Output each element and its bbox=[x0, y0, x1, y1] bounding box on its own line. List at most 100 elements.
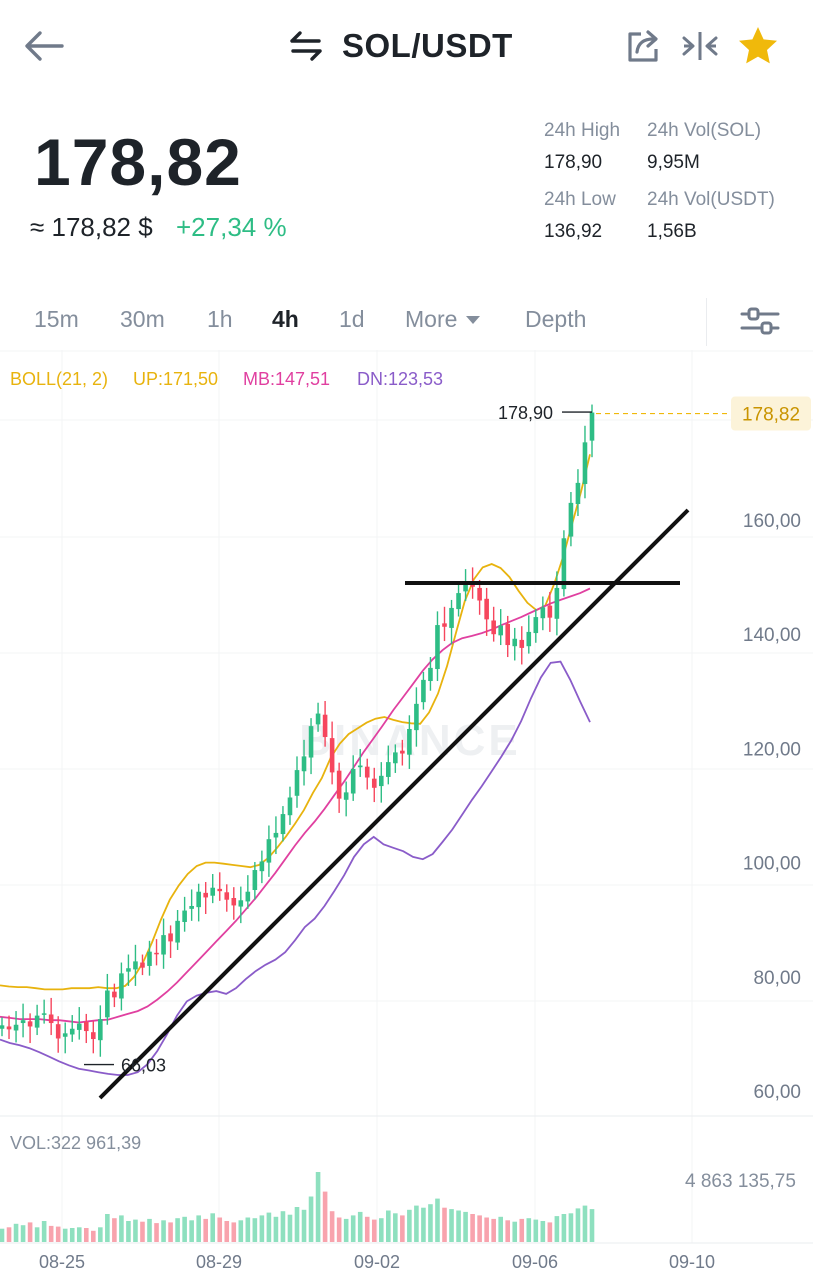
back-arrow-icon[interactable] bbox=[22, 26, 66, 66]
volume-bar-34 bbox=[238, 1220, 244, 1242]
sliders-icon[interactable] bbox=[738, 303, 782, 339]
candle-body-1 bbox=[6, 1026, 12, 1030]
stat-24h-low-label: 24h Low bbox=[544, 189, 616, 210]
volume-bar-72 bbox=[505, 1220, 511, 1242]
volume-bar-18 bbox=[126, 1221, 131, 1242]
volume-bar-69 bbox=[484, 1217, 489, 1242]
candle-body-17 bbox=[119, 973, 124, 999]
tab-15m[interactable]: 15m bbox=[34, 306, 79, 332]
volume-bar-74 bbox=[519, 1218, 525, 1242]
caret-down-icon bbox=[466, 315, 481, 324]
volume-bar-17 bbox=[119, 1215, 124, 1242]
price-chart[interactable]: BINANCE160,00140,00120,00100,0080,0060,0… bbox=[0, 350, 813, 1280]
volume-bar-43 bbox=[301, 1209, 307, 1242]
x-tick-label-1: 08-29 bbox=[196, 1252, 242, 1272]
candle-body-47 bbox=[329, 738, 335, 773]
volume-bar-45 bbox=[315, 1172, 321, 1242]
compress-icon[interactable] bbox=[680, 26, 720, 66]
volume-bar-31 bbox=[217, 1217, 223, 1242]
candle-body-68 bbox=[477, 587, 482, 601]
tabs-divider bbox=[706, 298, 707, 346]
volume-bar-2 bbox=[13, 1223, 19, 1242]
candle-body-48 bbox=[336, 770, 342, 799]
candle-body-38 bbox=[266, 839, 272, 863]
stat-24h-high-label: 24h High bbox=[544, 120, 621, 141]
volume-bar-26 bbox=[182, 1216, 187, 1242]
tab-more-label: More bbox=[405, 306, 458, 332]
candle-body-42 bbox=[294, 770, 300, 796]
volume-label: VOL:322 961,39 bbox=[10, 1133, 142, 1153]
candle-body-32 bbox=[224, 892, 230, 900]
star-icon[interactable] bbox=[736, 24, 780, 68]
tab-more[interactable]: More bbox=[405, 306, 481, 333]
volume-bar-36 bbox=[252, 1218, 258, 1242]
volume-bar-4 bbox=[27, 1222, 33, 1242]
candle-body-44 bbox=[308, 726, 314, 758]
volume-bar-81 bbox=[568, 1213, 574, 1242]
volume-bar-6 bbox=[41, 1221, 47, 1242]
volume-bar-27 bbox=[189, 1220, 194, 1242]
tab-1h[interactable]: 1h bbox=[207, 306, 233, 332]
y-tick-label-1: 140,00 bbox=[743, 625, 801, 646]
share-icon[interactable] bbox=[624, 26, 664, 66]
pair-selector[interactable]: SOL/USDT bbox=[288, 24, 513, 68]
volume-bar-9 bbox=[62, 1228, 68, 1242]
candle-body-80 bbox=[561, 538, 567, 590]
volume-bar-55 bbox=[386, 1210, 391, 1242]
candle-body-15 bbox=[105, 990, 110, 1018]
candle-body-13 bbox=[91, 1032, 96, 1040]
candle-body-61 bbox=[428, 667, 433, 682]
volume-bar-44 bbox=[308, 1196, 314, 1242]
volume-bar-48 bbox=[336, 1217, 342, 1242]
candle-body-22 bbox=[154, 952, 159, 955]
candle-body-65 bbox=[456, 593, 461, 610]
candle-body-35 bbox=[245, 891, 251, 902]
candle-body-20 bbox=[140, 962, 145, 968]
volume-bar-52 bbox=[364, 1216, 370, 1242]
volume-bar-64 bbox=[449, 1209, 454, 1242]
candle-body-26 bbox=[182, 910, 187, 922]
candle-body-77 bbox=[540, 607, 546, 619]
price-change: +27,34 % bbox=[176, 212, 287, 242]
candle-body-7 bbox=[48, 1014, 54, 1024]
candle-body-21 bbox=[147, 951, 152, 966]
candle-body-54 bbox=[378, 775, 384, 787]
tab-depth[interactable]: Depth bbox=[525, 306, 587, 332]
candle-body-74 bbox=[519, 639, 525, 648]
candle-body-4 bbox=[27, 1021, 33, 1027]
volume-bar-1 bbox=[6, 1227, 12, 1242]
trendline-ascending bbox=[98, 508, 690, 1100]
volume-bar-35 bbox=[245, 1217, 251, 1242]
tab-30m[interactable]: 30m bbox=[120, 306, 165, 332]
volume-bar-20 bbox=[140, 1221, 145, 1242]
volume-bar-5 bbox=[34, 1227, 40, 1242]
candle-body-55 bbox=[386, 762, 391, 777]
volume-bar-12 bbox=[83, 1228, 89, 1242]
stat-24h-vol-base-label: 24h Vol(SOL) bbox=[647, 120, 762, 141]
stat-24h-vol-base-value: 9,95M bbox=[647, 152, 700, 173]
candle-body-72 bbox=[505, 623, 511, 646]
candle-body-16 bbox=[112, 991, 117, 998]
boll-middle-line bbox=[0, 587, 591, 1024]
stat-24h-vol-quote-label: 24h Vol(USDT) bbox=[647, 189, 775, 210]
volume-bar-30 bbox=[210, 1213, 216, 1242]
candle-body-10 bbox=[69, 1028, 75, 1035]
volume-bar-29 bbox=[203, 1218, 208, 1242]
tab-1d[interactable]: 1d bbox=[339, 306, 365, 332]
volume-bar-66 bbox=[463, 1211, 468, 1242]
candle-body-2 bbox=[13, 1024, 19, 1031]
last-price-badge-label: 178,82 bbox=[742, 405, 800, 426]
candle-body-52 bbox=[364, 766, 370, 778]
volume-bar-76 bbox=[533, 1219, 539, 1242]
candle-body-34 bbox=[238, 900, 244, 907]
candle-body-28 bbox=[196, 891, 201, 908]
candle-body-76 bbox=[533, 617, 539, 634]
volume-bar-58 bbox=[407, 1209, 412, 1242]
volume-bar-56 bbox=[393, 1213, 398, 1242]
candle-body-53 bbox=[371, 778, 377, 788]
boll-label: BOLL(21, 2) bbox=[10, 369, 109, 389]
volume-bar-50 bbox=[350, 1215, 356, 1242]
volume-bar-53 bbox=[371, 1219, 377, 1242]
tab-4h[interactable]: 4h bbox=[272, 306, 299, 332]
boll-lower-line bbox=[0, 660, 591, 1076]
